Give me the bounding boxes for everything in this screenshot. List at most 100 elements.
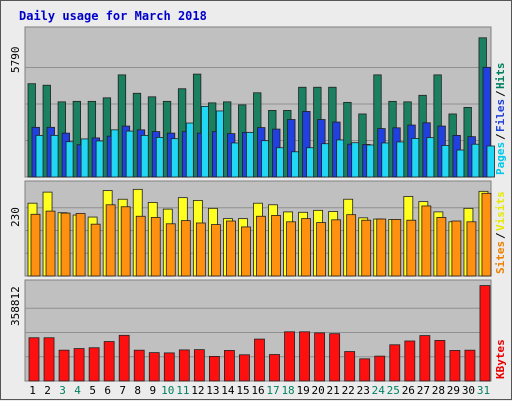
day-label-14: 14 — [221, 384, 235, 397]
day-label-22: 22 — [342, 384, 355, 397]
bar-kbytes-27 — [419, 335, 431, 382]
legend-visits: Visits — [494, 191, 507, 231]
bar-sites-22 — [346, 214, 357, 277]
day-label-10: 10 — [161, 384, 174, 397]
day-label-15: 15 — [236, 384, 249, 397]
day-label-18: 18 — [281, 384, 294, 397]
bar-kbytes-29 — [449, 350, 461, 382]
bar-kbytes-21 — [329, 333, 341, 382]
bar-kbytes-11 — [178, 349, 190, 382]
bar-sites-5 — [90, 223, 101, 277]
legend-separator: / — [494, 133, 507, 140]
bar-kbytes-28 — [434, 340, 446, 382]
bar-sites-20 — [316, 222, 327, 277]
bar-kbytes-19 — [299, 331, 310, 382]
bar-sites-16 — [256, 215, 266, 277]
day-label-31: 31 — [477, 384, 490, 397]
bar-pages-2 — [50, 134, 59, 178]
bar-pages-24 — [381, 142, 390, 178]
bar-kbytes-17 — [269, 354, 280, 382]
bar-sites-24 — [376, 218, 387, 277]
bar-kbytes-4 — [73, 348, 85, 382]
day-label-17: 17 — [266, 384, 279, 397]
day-label-23: 23 — [357, 384, 370, 397]
bar-pages-9 — [155, 137, 165, 178]
day-label-27: 27 — [417, 384, 430, 397]
legend-hits: Hits — [494, 63, 507, 90]
bar-pages-10 — [170, 138, 180, 178]
day-label-24: 24 — [372, 384, 386, 397]
bar-kbytes-20 — [314, 332, 326, 382]
legend-sites: Sites — [494, 241, 507, 274]
day-label-4: 4 — [74, 384, 81, 397]
bar-kbytes-2 — [43, 337, 55, 382]
legend-separator: / — [494, 90, 507, 97]
bar-kbytes-31 — [479, 285, 491, 382]
bar-pages-21 — [336, 139, 345, 178]
bar-pages-31 — [486, 145, 495, 178]
day-label-7: 7 — [119, 384, 126, 397]
bar-sites-21 — [331, 219, 342, 277]
day-label-2: 2 — [44, 384, 51, 397]
bar-kbytes-30 — [464, 349, 476, 382]
bar-kbytes-26 — [404, 340, 416, 382]
bar-sites-28 — [436, 217, 447, 277]
bar-pages-23 — [366, 144, 375, 178]
bar-sites-9 — [150, 217, 161, 277]
bar-kbytes-13 — [208, 355, 220, 382]
legend-kbytes: KBytes — [494, 339, 507, 379]
bar-sites-23 — [361, 219, 372, 277]
bar-sites-19 — [301, 218, 311, 277]
bar-kbytes-24 — [374, 355, 386, 382]
bar-sites-11 — [180, 220, 191, 277]
bar-pages-17 — [276, 147, 285, 178]
day-label-3: 3 — [59, 384, 66, 397]
bar-kbytes-3 — [58, 349, 70, 382]
legend-separator: / — [494, 232, 507, 239]
bar-sites-10 — [165, 223, 176, 277]
bar-kbytes-10 — [163, 352, 175, 382]
bar-pages-8 — [140, 134, 150, 178]
y-max-label: 358812 — [9, 286, 22, 326]
bar-sites-31 — [481, 192, 492, 277]
bar-pages-4 — [80, 138, 89, 178]
bar-sites-18 — [286, 221, 296, 277]
day-label-30: 30 — [462, 384, 475, 397]
bar-pages-29 — [456, 149, 465, 178]
bar-sites-17 — [271, 215, 281, 277]
day-label-8: 8 — [134, 384, 141, 397]
bar-sites-3 — [60, 212, 71, 277]
bar-kbytes-7 — [118, 334, 130, 382]
legend-pages: Pages — [494, 142, 507, 175]
day-label-28: 28 — [432, 384, 445, 397]
bar-kbytes-18 — [284, 331, 295, 382]
bar-pages-6 — [110, 129, 120, 178]
bar-kbytes-23 — [359, 358, 371, 382]
day-label-19: 19 — [296, 384, 309, 397]
bar-kbytes-1 — [28, 337, 40, 382]
bar-sites-12 — [195, 222, 206, 277]
bar-sites-1 — [30, 213, 41, 277]
y-max-label: 5790 — [9, 47, 22, 74]
y-max-label: 230 — [9, 207, 22, 227]
day-label-5: 5 — [89, 384, 96, 397]
day-label-20: 20 — [312, 384, 325, 397]
bar-pages-14 — [231, 142, 240, 178]
bar-pages-28 — [441, 145, 450, 178]
bar-kbytes-9 — [148, 352, 160, 382]
bar-pages-30 — [471, 143, 480, 178]
bar-pages-20 — [321, 143, 330, 178]
day-label-1: 1 — [29, 384, 36, 397]
day-label-13: 13 — [206, 384, 219, 397]
bar-pages-18 — [291, 151, 300, 178]
day-label-21: 21 — [327, 384, 340, 397]
bar-sites-29 — [451, 220, 462, 277]
bar-pages-27 — [426, 137, 435, 178]
chart-title: Daily usage for March 2018 — [19, 9, 207, 23]
bar-kbytes-16 — [254, 338, 265, 382]
bar-sites-25 — [391, 219, 402, 277]
bar-sites-4 — [75, 213, 86, 277]
bar-pages-19 — [306, 147, 315, 178]
bar-pages-22 — [351, 142, 360, 178]
